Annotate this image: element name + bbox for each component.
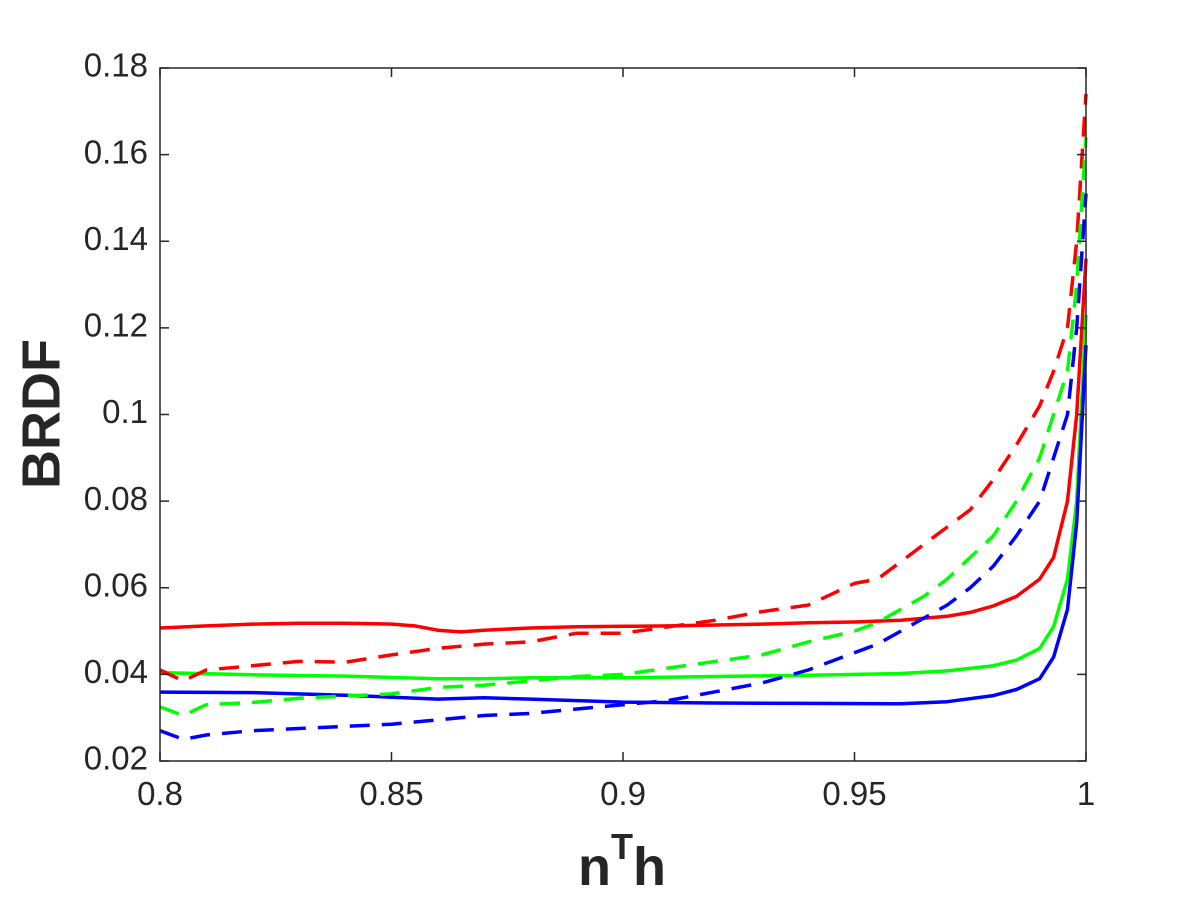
x-tick-label: 1 [1077, 775, 1095, 812]
x-tick-label: 0.8 [137, 775, 183, 812]
x-axis-title: nTh [578, 826, 666, 897]
series-line-solid-3 [159, 345, 1088, 706]
y-tick-label: 0.18 [84, 47, 148, 84]
x-tick-label: 0.95 [822, 775, 886, 812]
x-axis-title-suffix: h [633, 837, 666, 897]
y-tick-label: 0.14 [84, 220, 148, 257]
tick-layer: 0.8 0.85 0.9 0.95 1 0.02 0.04 0.06 0.08 0.1 0.12 0.… [84, 47, 1095, 812]
x-axis-title-main: n [578, 837, 611, 897]
series-line-dashed-4 [159, 93, 1088, 683]
series-line-solid-2 [159, 314, 1088, 681]
x-axis-title-superscript: T [611, 826, 633, 867]
y-tick-label: 0.06 [84, 566, 148, 603]
x-tick-label: 0.85 [359, 775, 423, 812]
series-line-solid-1 [159, 258, 1088, 634]
y-tick-label: 0.16 [84, 133, 148, 170]
series-layer [159, 93, 1088, 742]
series-line-dashed-5 [159, 137, 1088, 718]
series-line-dashed-6 [159, 193, 1088, 742]
y-tick-label: 0.08 [84, 480, 148, 517]
y-tick-label: 0.02 [84, 740, 148, 777]
plot-area [160, 68, 1086, 761]
y-tick-label: 0.04 [84, 653, 148, 690]
y-tick-label: 0.12 [84, 307, 148, 344]
y-tick-label: 0.1 [102, 393, 148, 430]
x-tick-label: 0.9 [600, 775, 646, 812]
y-axis-title: BRDF [11, 339, 71, 489]
